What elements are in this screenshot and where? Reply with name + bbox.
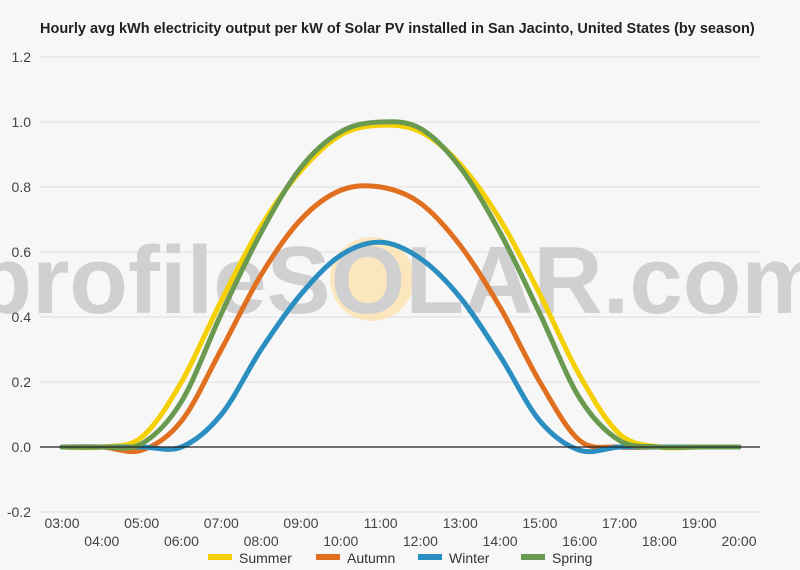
legend-swatch-summer: [208, 554, 232, 560]
series-line-summer: [59, 122, 742, 451]
legend-swatch-winter: [418, 554, 442, 560]
y-tick-label: 0.4: [12, 309, 32, 325]
x-tick-label: 15:00: [522, 515, 557, 531]
x-tick-label: 17:00: [602, 515, 637, 531]
chart-title: Hourly avg kWh electricity output per kW…: [40, 21, 755, 37]
x-tick-label: 12:00: [403, 533, 438, 549]
y-tick-label: 0.2: [12, 374, 32, 390]
legend-label-summer: Summer: [239, 550, 292, 566]
x-tick-label: 19:00: [682, 515, 717, 531]
x-tick-label: 16:00: [562, 533, 597, 549]
x-tick-label: 06:00: [164, 533, 199, 549]
legend: Summer Autumn Winter Spring: [208, 550, 592, 566]
y-tick-label: 1.2: [12, 49, 32, 65]
x-tick-label: 14:00: [483, 533, 518, 549]
x-tick-label: 13:00: [443, 515, 478, 531]
x-tick-label: 18:00: [642, 533, 677, 549]
x-tick-label: 04:00: [84, 533, 119, 549]
watermark: profileSOLAR.com: [0, 227, 800, 334]
x-tick-label: 09:00: [283, 515, 318, 531]
watermark-sun-icon: [330, 237, 414, 321]
y-tick-label: 0.6: [12, 244, 32, 260]
y-tick-label: -0.2: [7, 504, 31, 520]
legend-swatch-spring: [521, 554, 545, 560]
watermark-text: profileSOLAR.com: [0, 227, 800, 334]
y-tick-label: 0.8: [12, 179, 32, 195]
legend-label-winter: Winter: [449, 550, 490, 566]
x-tick-label: 10:00: [323, 533, 358, 549]
y-tick-label: 1.0: [12, 114, 32, 130]
series-line-spring: [59, 119, 742, 451]
y-tick-label: 0.0: [12, 439, 32, 455]
x-tick-label: 07:00: [204, 515, 239, 531]
legend-label-autumn: Autumn: [347, 550, 395, 566]
x-tick-label: 11:00: [364, 515, 398, 531]
x-tick-label: 08:00: [244, 533, 279, 549]
axes: -0.2 0.0 0.2 0.4 0.6 0.8 1.0 1.2 03:00 04:00 05:00…: [7, 49, 760, 549]
legend-swatch-autumn: [316, 554, 340, 560]
legend-label-spring: Spring: [552, 550, 592, 566]
x-tick-label: 20:00: [721, 533, 756, 549]
x-tick-label: 05:00: [124, 515, 159, 531]
x-tick-label: 03:00: [44, 515, 79, 531]
